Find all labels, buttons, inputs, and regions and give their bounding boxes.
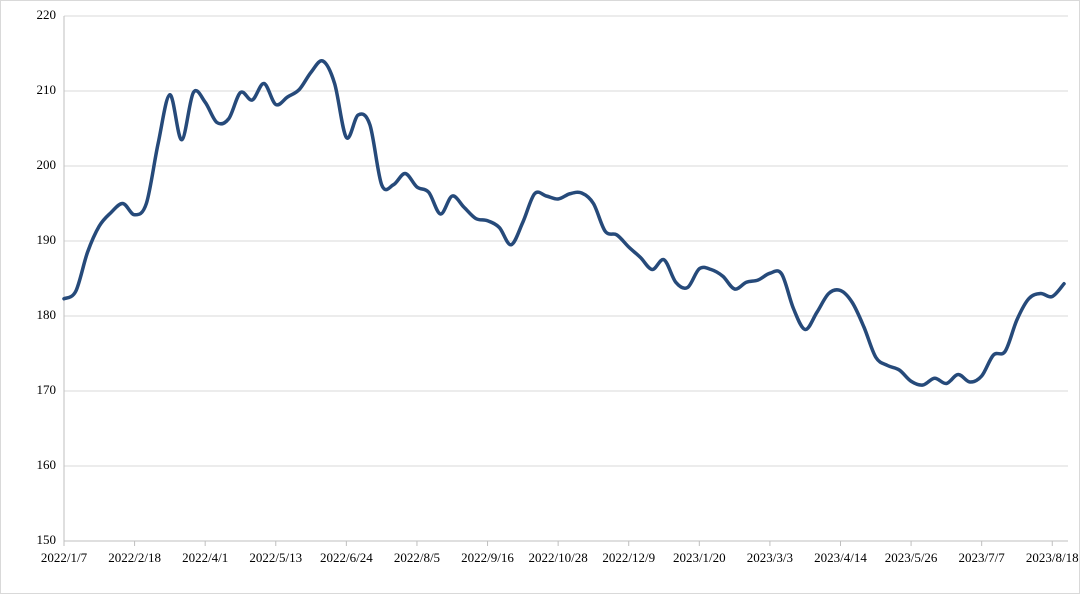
x-tick-label: 2022/10/28 [529,550,588,565]
x-tick-label: 2022/5/13 [249,550,302,565]
y-tick-label: 160 [37,457,57,472]
x-tick-label: 2023/5/26 [885,550,938,565]
y-tick-label: 190 [37,232,57,247]
x-tick-label: 2023/3/3 [747,550,793,565]
data-line [62,59,1066,387]
x-tick-label: 2022/2/18 [108,550,161,565]
y-tick-label: 210 [37,82,57,97]
x-tick-label: 2022/9/16 [461,550,514,565]
x-tick-label: 2022/6/24 [320,550,373,565]
x-tick-label: 2022/1/7 [41,550,88,565]
x-tick-label: 2023/4/14 [814,550,867,565]
x-tick-label: 2022/4/1 [182,550,228,565]
x-tick-label: 2023/8/18 [1026,550,1079,565]
y-tick-label: 220 [37,7,57,22]
y-tick-label: 150 [37,532,57,547]
x-tick-label: 2023/7/7 [959,550,1006,565]
x-tick-label: 2022/12/9 [602,550,655,565]
y-tick-label: 200 [37,157,57,172]
y-tick-label: 170 [37,382,57,397]
x-tick-label: 2022/8/5 [394,550,440,565]
y-tick-label: 180 [37,307,57,322]
x-tick-label: 2023/1/20 [673,550,726,565]
